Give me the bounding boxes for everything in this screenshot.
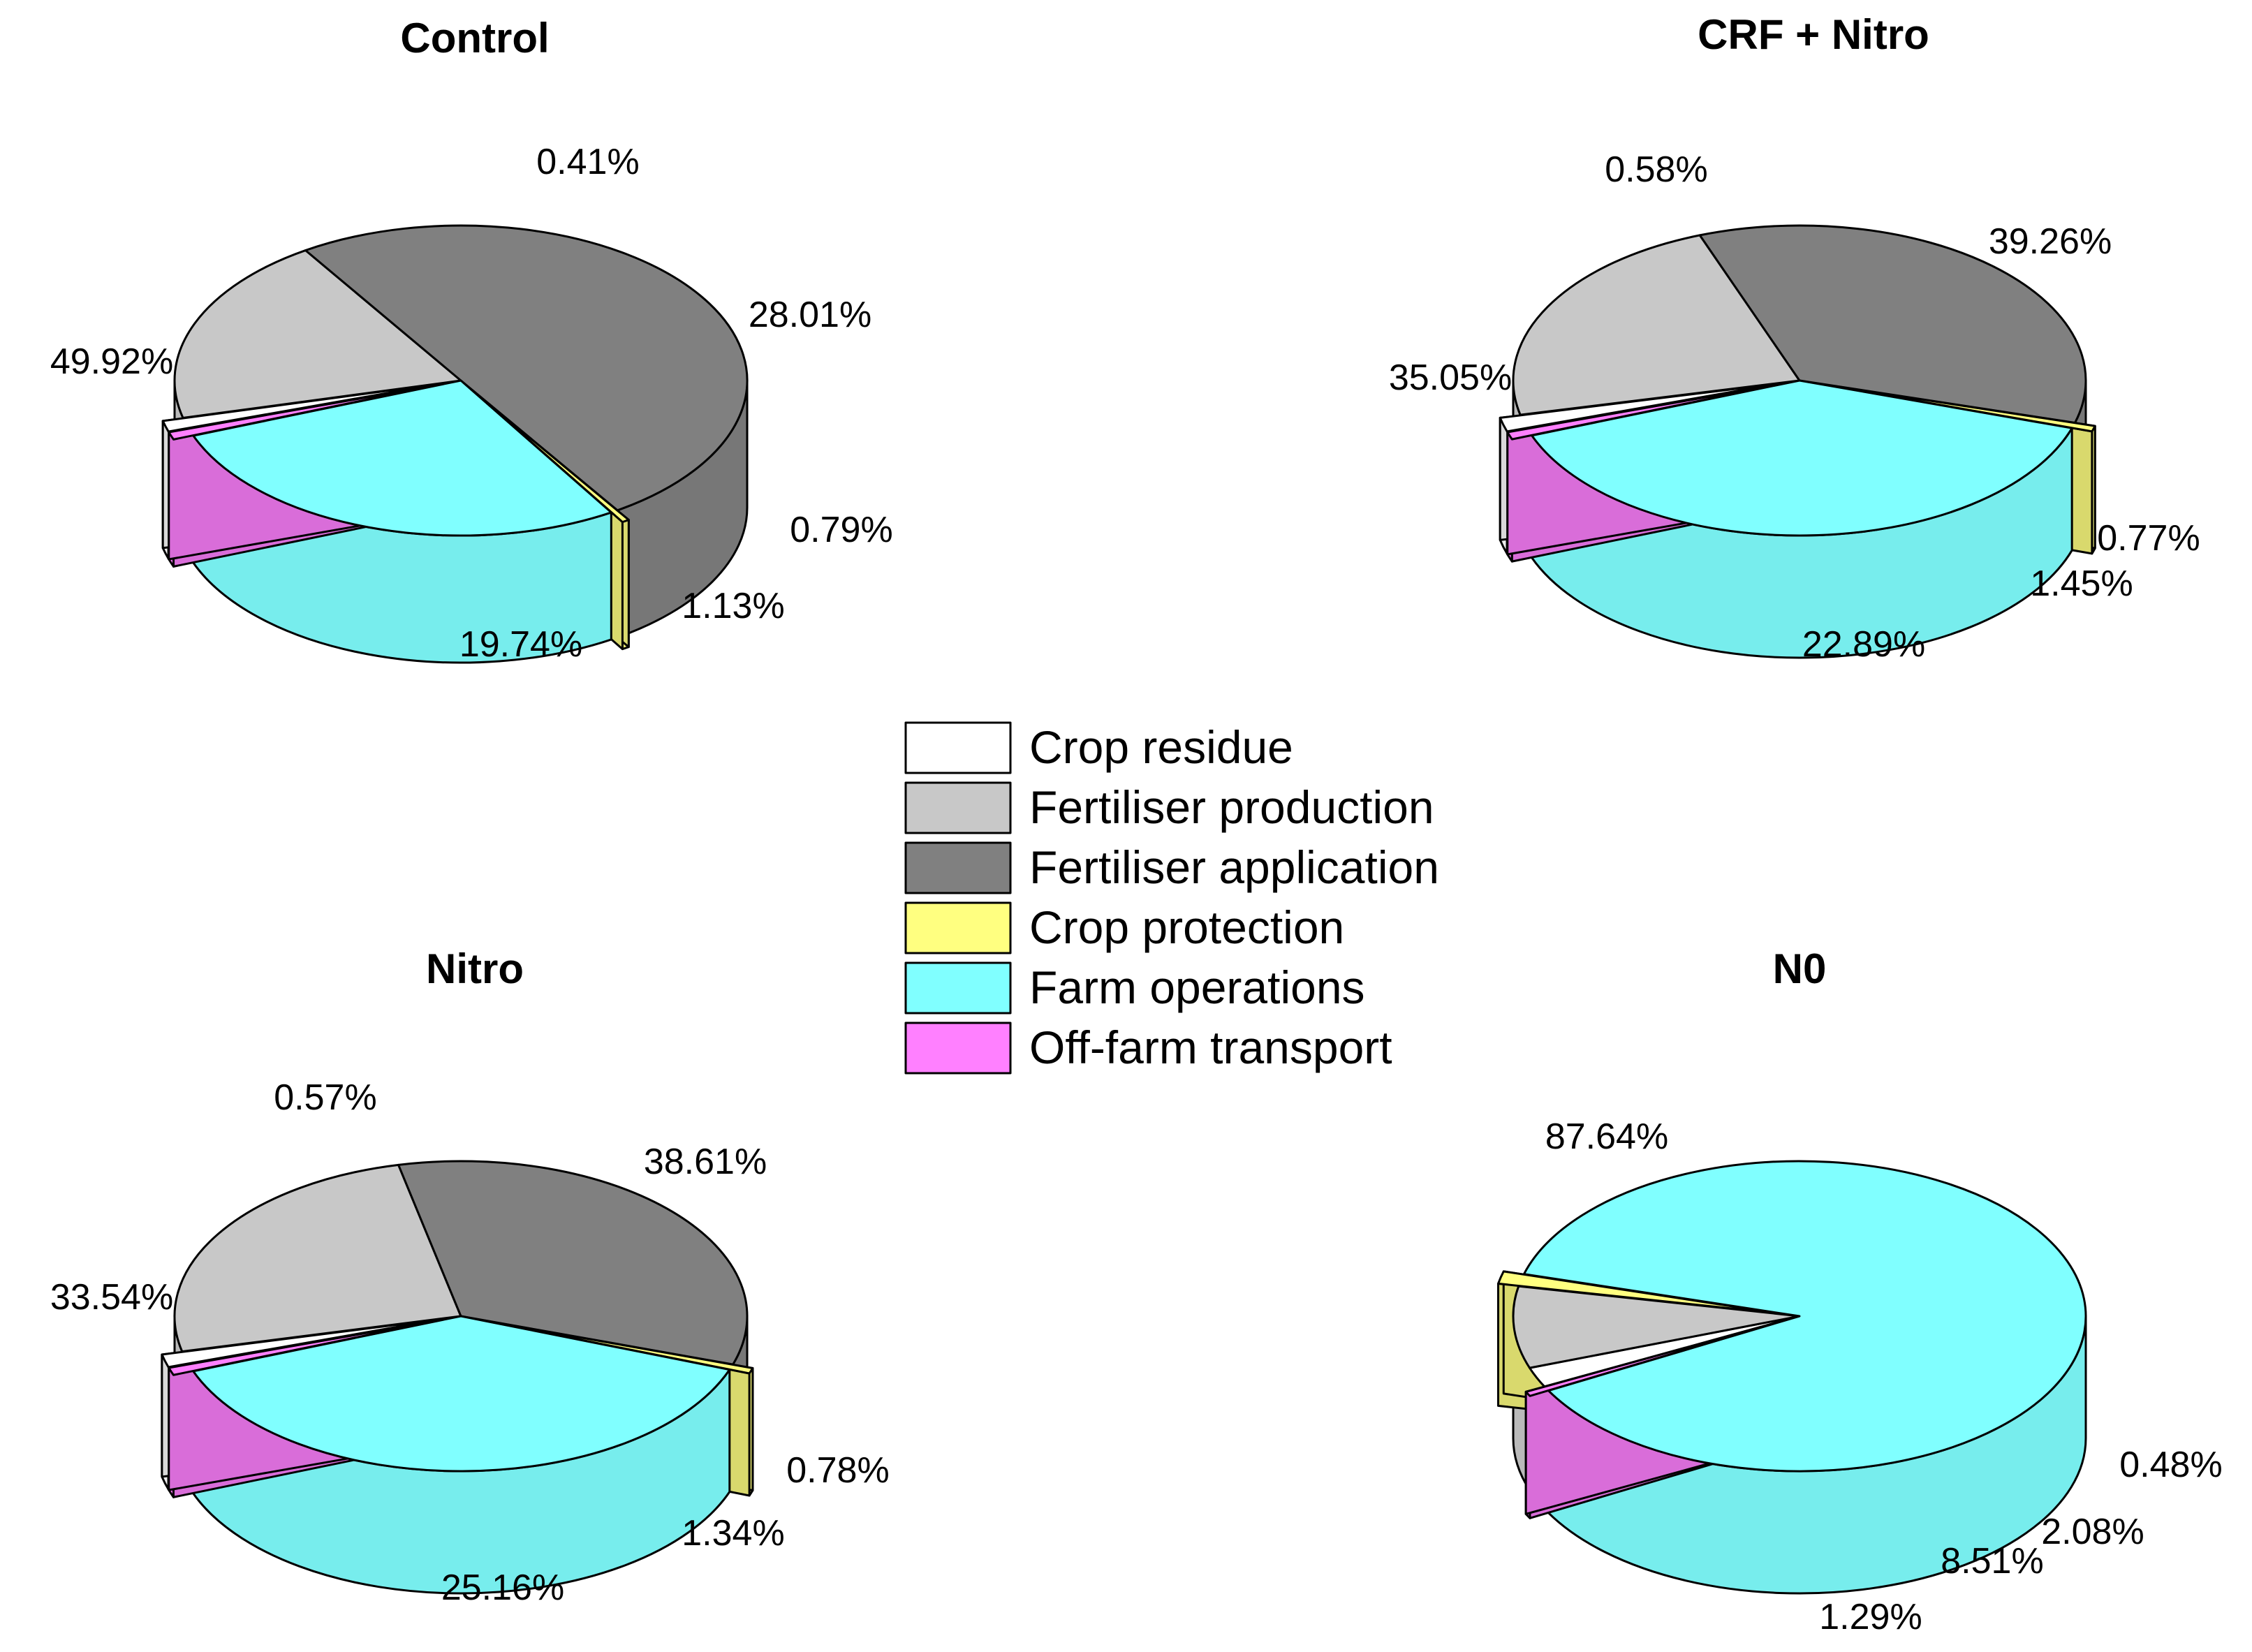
slice-crf-nitro-farm-operations bbox=[1531, 379, 2073, 537]
legend-item-crop-protection: Crop protection bbox=[904, 901, 1344, 954]
pie-panel-n0: N0 2.08%8.51% 1.29% 87.64% 0.48% bbox=[1497, 945, 2223, 1637]
slice-nitro-farm-operations bbox=[192, 1315, 731, 1473]
slice-control-fertiliser-production bbox=[173, 249, 462, 419]
slice-crf-nitro-fertiliser-production bbox=[1512, 234, 1801, 416]
slice-control-farm-operations bbox=[192, 379, 612, 537]
data-label-nitro-off-farm-transport: 0.78% bbox=[786, 1450, 889, 1491]
pie-panel-crf-nitro: CRF + Nitro 1.45% 22.89% 35.05% 0.58% 39.26%… bbox=[1389, 11, 2200, 665]
data-label-crf-nitro-crop-protection: 0.58% bbox=[1605, 149, 1707, 190]
slice-crf-nitro-off-farm-transport bbox=[1506, 383, 1781, 441]
data-label-nitro-farm-operations: 38.61% bbox=[644, 1142, 767, 1182]
data-label-control-off-farm-transport: 0.79% bbox=[790, 510, 892, 550]
chart-title-n0: N0 bbox=[1773, 945, 1827, 992]
data-label-nitro-fertiliser-application: 33.54% bbox=[50, 1277, 173, 1318]
data-label-control-crop-residue: 1.13% bbox=[682, 586, 784, 626]
pie-panel-control: Control 1.13% 19.74% 49.92% 0.41% 28.01% 0.79… bbox=[50, 15, 893, 665]
slice-crf-nitro-fertiliser-application bbox=[1698, 224, 2087, 424]
data-label-crf-nitro-fertiliser-production: 22.89% bbox=[1802, 624, 1925, 665]
slice-nitro-fertiliser-production bbox=[173, 1163, 462, 1353]
legend-label-crop-protection: Crop protection bbox=[1029, 901, 1344, 953]
legend-swatch-fertiliser-production bbox=[904, 781, 1012, 834]
chart-title-control: Control bbox=[400, 15, 549, 61]
data-label-crf-nitro-crop-residue: 1.45% bbox=[2030, 563, 2133, 604]
legend-item-off-farm-transport: Off-farm transport bbox=[904, 1022, 1392, 1075]
slice-nitro-fertiliser-application bbox=[397, 1160, 749, 1366]
legend-swatch-off-farm-transport bbox=[904, 1022, 1012, 1075]
slice-n0-off-farm-transport bbox=[1524, 1320, 1782, 1397]
chart-title-nitro: Nitro bbox=[426, 945, 524, 992]
data-label-nitro-crop-residue: 1.34% bbox=[682, 1513, 784, 1554]
legend-item-fertiliser-application: Fertiliser application bbox=[904, 841, 1439, 894]
slice-n0-fertiliser-production bbox=[1512, 1285, 1801, 1369]
slice-control-off-farm-transport bbox=[168, 383, 443, 441]
slice-nitro-off-farm-transport bbox=[168, 1318, 443, 1376]
legend-label-off-farm-transport: Off-farm transport bbox=[1029, 1022, 1392, 1073]
legend-item-crop-residue: Crop residue bbox=[904, 721, 1293, 774]
pie-panel-nitro: Nitro 1.34% 25.16% 33.54% 0.57% 38.61% 0.78% bbox=[50, 945, 890, 1608]
data-label-nitro-fertiliser-production: 25.16% bbox=[441, 1568, 564, 1608]
legend-swatch-fertiliser-application bbox=[904, 841, 1012, 894]
data-label-control-fertiliser-application: 49.92% bbox=[50, 341, 173, 382]
chart-legend: Crop residue Fertiliser production Ferti… bbox=[904, 721, 1439, 1075]
legend-label-fertiliser-production: Fertiliser production bbox=[1029, 781, 1434, 833]
slice-n0-farm-operations bbox=[1522, 1160, 2087, 1473]
legend-item-fertiliser-production: Fertiliser production bbox=[904, 781, 1434, 834]
data-label-crf-nitro-farm-operations: 39.26% bbox=[1989, 221, 2112, 262]
slice-control-fertiliser-application bbox=[304, 224, 749, 512]
slice-control-crop-protection bbox=[471, 389, 630, 524]
data-label-n0-crop-residue: 2.08% bbox=[2041, 1512, 2144, 1552]
data-label-control-crop-protection: 0.41% bbox=[536, 142, 639, 182]
data-label-control-fertiliser-production: 19.74% bbox=[459, 624, 582, 665]
legend-item-farm-operations: Farm operations bbox=[904, 961, 1365, 1015]
legend-label-farm-operations: Farm operations bbox=[1029, 961, 1365, 1013]
legend-swatch-crop-protection bbox=[904, 901, 1012, 954]
data-label-crf-nitro-fertiliser-application: 35.05% bbox=[1389, 357, 1512, 398]
legend-label-crop-residue: Crop residue bbox=[1029, 721, 1293, 773]
chart-title-crf-nitro: CRF + Nitro bbox=[1698, 11, 1929, 58]
data-label-nitro-crop-protection: 0.57% bbox=[274, 1077, 376, 1118]
data-label-n0-farm-operations: 87.64% bbox=[1545, 1116, 1668, 1157]
data-label-crf-nitro-off-farm-transport: 0.77% bbox=[2097, 518, 2200, 559]
data-label-n0-fertiliser-production: 8.51% bbox=[1941, 1541, 2043, 1581]
legend-label-fertiliser-application: Fertiliser application bbox=[1029, 841, 1439, 893]
data-label-control-farm-operations: 28.01% bbox=[749, 295, 871, 335]
data-label-n0-crop-protection: 1.29% bbox=[1819, 1597, 1922, 1637]
legend-swatch-crop-residue bbox=[904, 721, 1012, 774]
data-label-n0-off-farm-transport: 0.48% bbox=[2119, 1445, 2222, 1485]
legend-swatch-farm-operations bbox=[904, 961, 1012, 1015]
